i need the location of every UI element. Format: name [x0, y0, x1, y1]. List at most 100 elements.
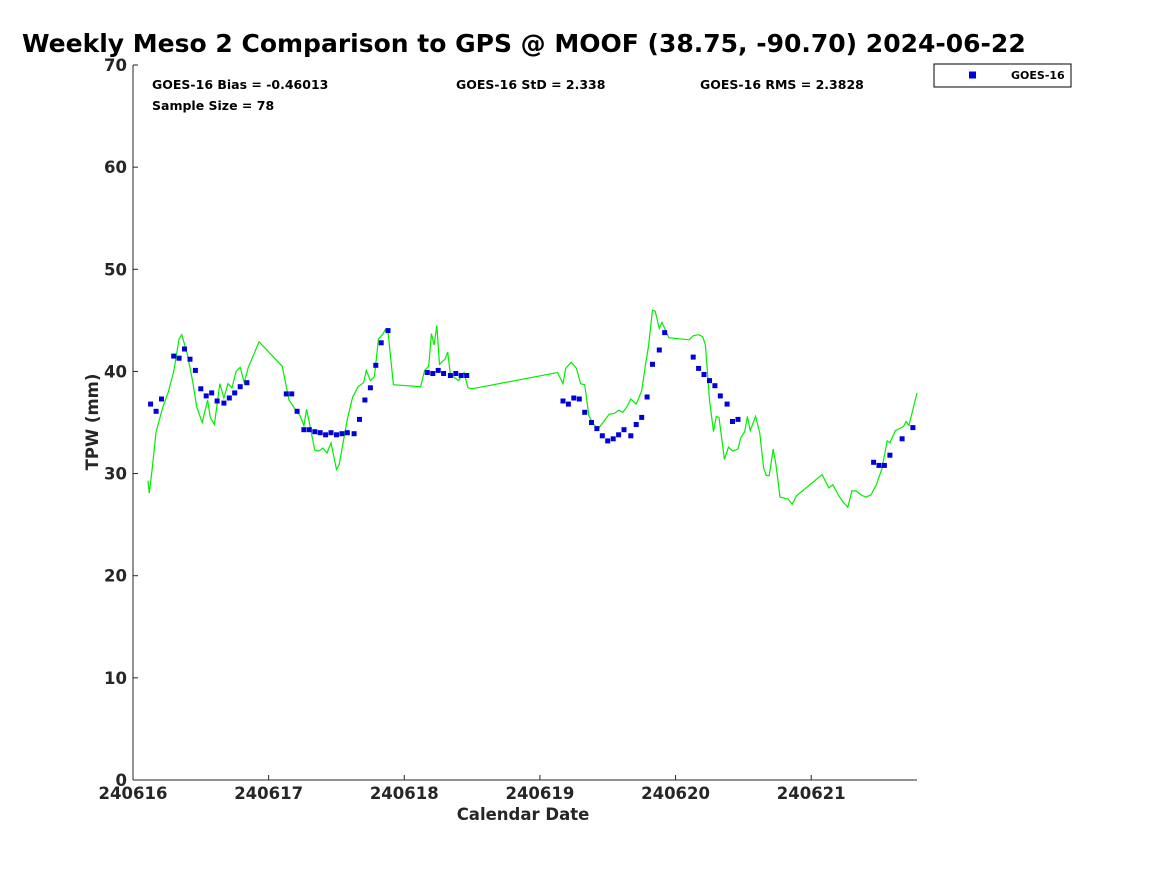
goes16-point	[599, 433, 605, 439]
goes16-point	[378, 340, 384, 346]
goes16-point	[301, 427, 307, 433]
goes16-point	[306, 427, 312, 433]
x-tick-label: 240616	[99, 784, 168, 803]
axes	[132, 65, 917, 781]
goes16-point	[182, 346, 187, 352]
goes16-point	[582, 409, 588, 415]
goes16-point	[232, 390, 238, 396]
goes16-point	[430, 371, 436, 376]
goes16-point	[441, 371, 447, 376]
goes16-point	[464, 373, 470, 378]
y-tick-label: 10	[104, 669, 127, 688]
goes16-point	[153, 408, 159, 414]
goes16-point	[447, 373, 453, 378]
goes16-point	[373, 362, 379, 368]
goes16-point	[881, 462, 887, 468]
y-tick-label: 60	[104, 158, 127, 177]
goes16-point	[707, 378, 712, 384]
chart-title: Weekly Meso 2 Comparison to GPS @ MOOF (…	[22, 29, 1026, 58]
goes16-point	[226, 395, 232, 401]
rms-annotation: GOES-16 RMS = 2.3828	[700, 77, 864, 92]
goes16-point	[644, 394, 650, 400]
goes16-point	[317, 430, 323, 436]
goes16-point	[435, 367, 441, 373]
goes16-point	[334, 432, 339, 438]
goes16-point	[294, 408, 300, 414]
goes16-point	[712, 383, 718, 389]
goes16-point	[690, 354, 696, 360]
goes16-point	[650, 361, 655, 367]
goes16-point	[876, 462, 882, 468]
goes16-point	[203, 393, 209, 399]
goes16-point	[616, 432, 622, 438]
y-tick-label: 50	[104, 260, 127, 279]
goes16-point	[357, 416, 362, 422]
legend-box	[933, 63, 1072, 88]
goes16-point	[735, 416, 741, 422]
goes16-point	[696, 365, 702, 371]
goes16-point	[871, 459, 877, 465]
x-axis-label: Calendar Date	[457, 805, 590, 824]
goes16-point	[328, 430, 334, 436]
goes16-point	[628, 433, 634, 439]
legend: GOES-16	[933, 63, 1072, 88]
goes16-point	[571, 395, 577, 401]
bias-annotation: GOES-16 Bias = -0.46013	[152, 77, 328, 92]
goes16-point	[621, 427, 627, 433]
goes16-point	[323, 432, 329, 438]
goes16-point	[192, 367, 198, 373]
goes16-point	[639, 414, 645, 420]
goes16-point	[344, 430, 350, 436]
y-tick-label: 30	[104, 465, 127, 484]
goes16-point	[289, 391, 295, 397]
goes16-point	[576, 396, 582, 402]
goes16-point	[312, 429, 318, 435]
goes16-point	[198, 386, 204, 392]
goes16-point	[730, 419, 735, 424]
goes16-point	[171, 353, 177, 359]
goes16-point	[351, 431, 357, 437]
goes16-point	[339, 431, 345, 437]
goes16-point	[176, 355, 182, 361]
x-tick-label: 240618	[370, 784, 439, 803]
goes16-point	[594, 426, 600, 432]
y-tick-label: 0	[116, 771, 127, 790]
sample-size-annotation: Sample Size = 78	[152, 98, 274, 113]
goes16-point	[717, 393, 723, 399]
goes16-point	[244, 380, 250, 386]
x-tick-label: 240619	[505, 784, 574, 803]
goes16-point	[656, 347, 662, 353]
goes16-point	[701, 372, 707, 377]
goes16-point	[724, 401, 730, 407]
goes16-point	[221, 400, 227, 406]
legend-marker-goes16	[969, 71, 976, 79]
goes16-point	[214, 398, 220, 404]
y-tick-label: 40	[104, 362, 127, 381]
y-tick-label: 20	[104, 567, 127, 586]
goes16-point	[910, 425, 916, 431]
goes16-point	[237, 384, 243, 390]
goes16-point	[458, 373, 464, 378]
goes16-point	[424, 370, 430, 375]
y-ticks: 0 10 20 30 40 50 60 70	[104, 56, 138, 790]
x-tick-label: 240620	[641, 784, 710, 803]
goes16-point	[610, 436, 616, 442]
goes16-point	[565, 401, 571, 407]
goes16-point	[209, 390, 215, 396]
goes16-point	[453, 371, 459, 376]
goes16-point	[899, 436, 905, 442]
goes16-point	[385, 328, 391, 334]
goes16-point	[560, 398, 566, 404]
goes16-point	[283, 391, 289, 397]
std-annotation: GOES-16 StD = 2.338	[456, 77, 605, 92]
goes16-point	[887, 452, 893, 458]
goes16-point	[605, 438, 611, 444]
plot-area	[147, 309, 918, 509]
legend-label-goes16: GOES-16	[1011, 69, 1065, 82]
goes16-point	[662, 330, 668, 336]
goes16-point	[633, 422, 639, 427]
y-tick-label: 70	[104, 56, 127, 75]
goes16-series-points	[148, 328, 916, 468]
goes16-point	[187, 356, 193, 362]
